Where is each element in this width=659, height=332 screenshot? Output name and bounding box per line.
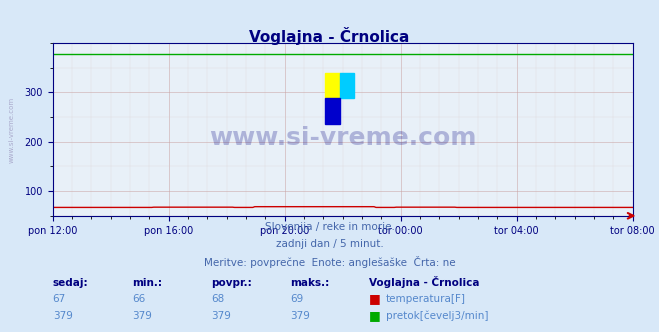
Text: pretok[čevelj3/min]: pretok[čevelj3/min]: [386, 310, 488, 321]
Text: zadnji dan / 5 minut.: zadnji dan / 5 minut.: [275, 239, 384, 249]
Text: maks.:: maks.:: [290, 278, 330, 288]
Text: 69: 69: [290, 294, 303, 304]
Text: povpr.:: povpr.:: [211, 278, 252, 288]
Text: 67: 67: [53, 294, 66, 304]
Text: Voglajna - Črnolica: Voglajna - Črnolica: [249, 27, 410, 44]
Text: 379: 379: [290, 311, 310, 321]
Text: ■: ■: [369, 292, 381, 305]
Text: 66: 66: [132, 294, 145, 304]
Text: Voglajna - Črnolica: Voglajna - Črnolica: [369, 276, 480, 288]
Text: www.si-vreme.com: www.si-vreme.com: [9, 96, 15, 163]
Text: 68: 68: [211, 294, 224, 304]
Text: sedaj:: sedaj:: [53, 278, 88, 288]
Text: ■: ■: [369, 309, 381, 322]
Text: Slovenija / reke in morje.: Slovenija / reke in morje.: [264, 222, 395, 232]
Text: www.si-vreme.com: www.si-vreme.com: [209, 126, 476, 150]
Text: 379: 379: [132, 311, 152, 321]
Text: temperatura[F]: temperatura[F]: [386, 294, 465, 304]
Bar: [326, 98, 340, 124]
Text: 379: 379: [53, 311, 72, 321]
Text: 379: 379: [211, 311, 231, 321]
Bar: [340, 72, 355, 98]
Text: Meritve: povprečne  Enote: anglešaške  Črta: ne: Meritve: povprečne Enote: anglešaške Črt…: [204, 256, 455, 268]
Bar: [326, 72, 340, 98]
Text: min.:: min.:: [132, 278, 162, 288]
